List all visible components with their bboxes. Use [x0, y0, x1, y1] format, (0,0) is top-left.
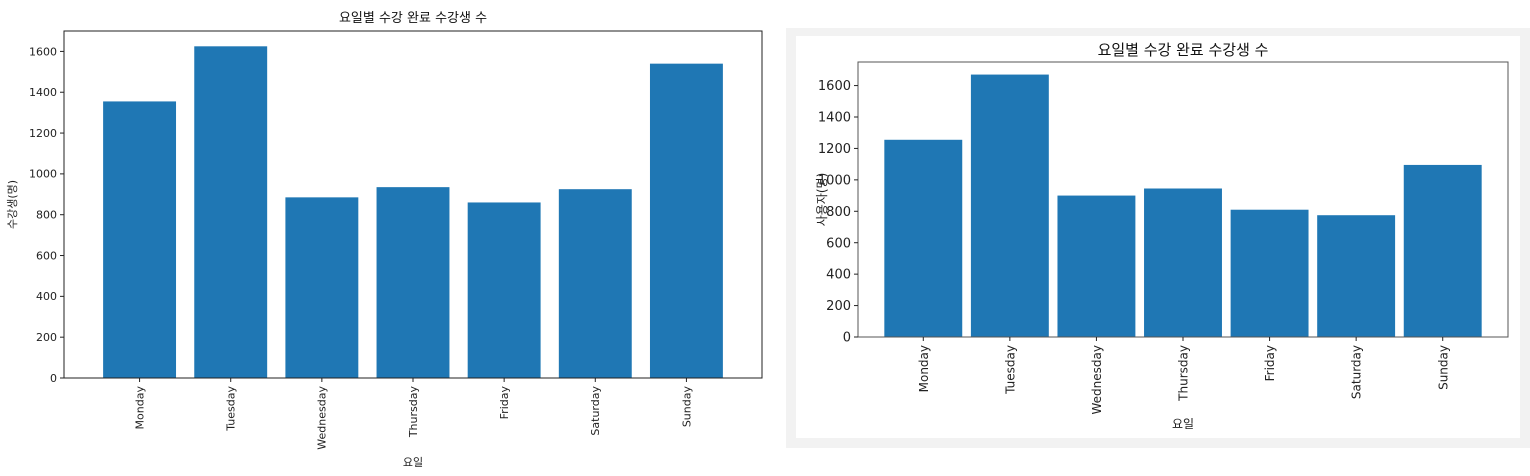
- y-tick-label: 1600: [29, 45, 57, 58]
- x-tick-label: Friday: [1263, 345, 1277, 381]
- y-tick-label: 800: [36, 209, 57, 222]
- bar-monday: [103, 101, 177, 378]
- y-tick-label: 1600: [818, 79, 851, 94]
- x-axis-label: 요일: [1172, 417, 1194, 431]
- bar-saturday: [558, 189, 632, 378]
- x-tick-label: Wednesday: [316, 386, 329, 450]
- x-tick-label: Saturday: [589, 386, 602, 436]
- bar-sunday: [1403, 164, 1482, 337]
- x-tick-label: Thursday: [1177, 345, 1191, 402]
- bar-tuesday: [970, 74, 1049, 338]
- x-tick-label: Thursday: [407, 386, 420, 439]
- x-tick-label: Wednesday: [1090, 345, 1104, 414]
- bar-friday: [467, 202, 541, 378]
- y-tick-label: 1200: [29, 127, 57, 140]
- bar-sunday: [649, 63, 723, 379]
- left-bar-chart: 요일별 수강 완료 수강생 수 0 200 400 600 800 1000 1200 1400…: [6, 11, 763, 469]
- x-tick-label: Sunday: [1436, 345, 1450, 390]
- x-tick-label: Saturday: [1350, 345, 1364, 399]
- x-tick-label: Tuesday: [225, 386, 238, 432]
- y-axis-label: 사용자(명): [815, 173, 829, 227]
- y-tick-label: 400: [826, 268, 851, 283]
- bar-friday: [1230, 209, 1309, 337]
- x-tick-label: Friday: [498, 386, 511, 420]
- bar-thursday: [1144, 188, 1222, 337]
- bar-thursday: [376, 187, 450, 378]
- y-tick-label: 600: [36, 249, 57, 262]
- y-tick-label: 200: [826, 299, 851, 314]
- y-tick-label: 800: [826, 205, 851, 220]
- right-bar-chart: 요일별 수강 완료 수강생 수 0 200 400 600 800 1000 1200 1400…: [815, 41, 1509, 431]
- chart-title: 요일별 수강 완료 수강생 수: [1098, 41, 1269, 59]
- x-axis-label: 요일: [403, 455, 423, 469]
- right-chart-panel: 요일별 수강 완료 수강생 수 0 200 400 600 800 1000 1200 1400…: [786, 28, 1530, 448]
- y-tick-label: 0: [843, 331, 851, 346]
- y-tick-label: 600: [826, 236, 851, 251]
- bar-wednesday: [1057, 195, 1136, 337]
- bar-tuesday: [194, 46, 268, 378]
- y-tick-label: 1200: [818, 142, 851, 157]
- y-tick-label: 1400: [29, 86, 57, 99]
- x-tick-label: Tuesday: [1003, 345, 1017, 395]
- y-tick-label: 200: [36, 331, 57, 344]
- right-chart-frame: 요일별 수강 완료 수강생 수 0 200 400 600 800 1000 1200 1400…: [796, 36, 1520, 438]
- x-tick-label: Sunday: [680, 386, 693, 428]
- left-chart-panel: 요일별 수강 완료 수강생 수 0 200 400 600 800 1000 1200 1400…: [6, 11, 763, 469]
- y-tick-label: 1000: [29, 168, 57, 181]
- y-tick-label: 400: [36, 290, 57, 303]
- bar-saturday: [1317, 215, 1396, 337]
- y-axis-label: 수강생(명): [6, 180, 19, 229]
- y-tick-label: 1400: [818, 111, 851, 126]
- bar-monday: [884, 139, 963, 337]
- x-tick-label: Monday: [917, 345, 931, 392]
- bar-wednesday: [285, 197, 359, 378]
- y-tick-label: 0: [50, 372, 57, 385]
- chart-title: 요일별 수강 완료 수강생 수: [339, 11, 487, 26]
- y-tick-label: 1000: [818, 173, 851, 188]
- x-tick-label: Monday: [133, 386, 146, 430]
